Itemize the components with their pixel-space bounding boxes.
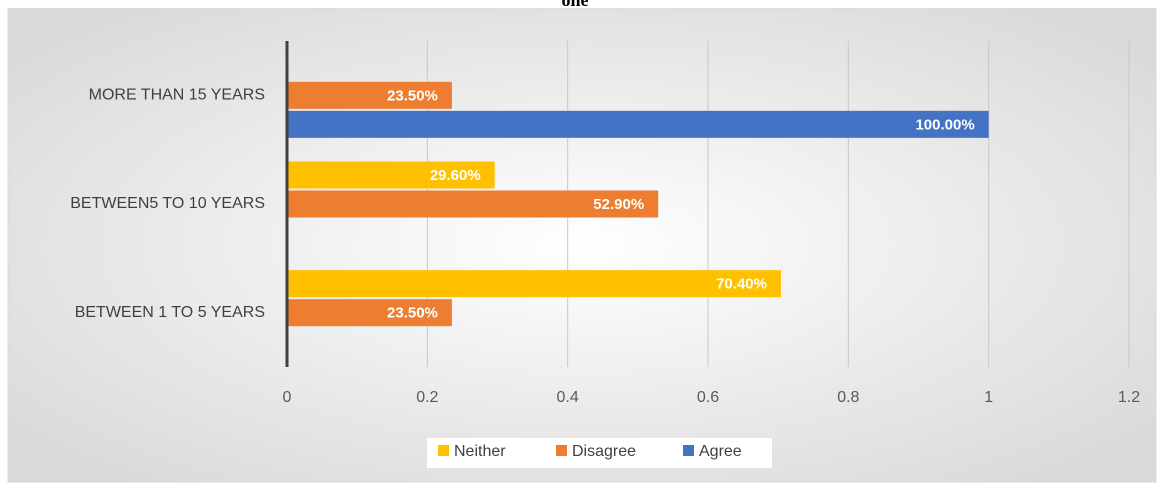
x-tick-label: 1 [984,389,993,406]
y-tick-label: BETWEEN 1 TO 5 YEARS [75,304,265,321]
value-label: 70.40% [716,276,767,293]
value-label: 52.90% [593,196,644,213]
x-tick-label: 0.8 [837,389,859,406]
chart-frame [7,7,1157,483]
page-top [0,0,1163,8]
legend-label: Neither [454,443,506,460]
x-tick-label: 0.2 [416,389,438,406]
x-tick-label: 0.4 [557,389,579,406]
value-label: 100.00% [915,116,974,133]
x-tick-label: 0.6 [697,389,719,406]
chart-title: one [562,0,589,10]
legend-swatch [438,445,449,456]
legend-box [427,438,772,468]
bar [287,81,452,109]
value-label: 29.60% [430,167,481,184]
bar [287,110,989,138]
y-tick-label: BETWEEN5 TO 10 YEARS [70,195,265,212]
y-tick-label: MORE THAN 15 YEARS [89,87,265,104]
bar [287,161,495,189]
x-tick-label: 0 [283,389,292,406]
legend-label: Disagree [572,443,636,460]
bar [287,190,659,218]
value-label: 23.50% [387,305,438,322]
x-tick-label: 1.2 [1118,389,1140,406]
bar [287,270,781,298]
legend-swatch [556,445,567,456]
legend-label: Agree [699,443,742,460]
value-label: 23.50% [387,87,438,104]
bar [287,299,452,327]
legend-swatch [683,445,694,456]
